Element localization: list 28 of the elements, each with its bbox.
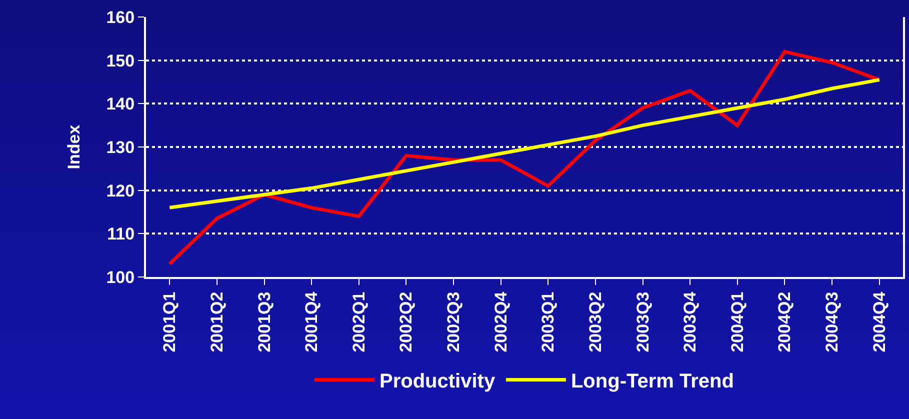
x-tick-label: 2002Q1 (349, 292, 368, 352)
y-axis-title: Index (64, 124, 84, 170)
legend-label: Productivity (380, 370, 496, 392)
x-tick-label: 2003Q2 (586, 292, 605, 352)
y-tick-label: 130 (106, 138, 135, 157)
y-tick-label: 110 (107, 224, 135, 244)
x-tick-label: 2001Q2 (207, 292, 226, 352)
y-tick-label: 120 (106, 181, 135, 200)
x-tick-label: 2003Q3 (633, 292, 652, 352)
x-tick-label: 2003Q4 (680, 291, 700, 352)
x-tick-label: 2004Q2 (775, 292, 794, 352)
x-tick-label: 2004Q3 (822, 292, 842, 352)
x-tick-label: 2004Q4 (870, 291, 889, 352)
x-tick-label: 2001Q1 (160, 292, 180, 352)
y-tick-label: 100 (106, 268, 135, 287)
line-series (168, 50, 882, 266)
y-tick-label: 150 (106, 51, 135, 70)
y-tick-label: 160 (106, 8, 135, 27)
legend-label: Long-Term Trend (570, 370, 734, 392)
x-tick-label: 2002Q3 (444, 292, 464, 352)
x-tick-label: 2002Q2 (396, 292, 416, 352)
x-tick-label: 2004Q1 (728, 292, 747, 352)
x-tick-label: 2001Q3 (254, 292, 274, 352)
line-series (168, 78, 882, 210)
x-tick-label: 2001Q4 (302, 291, 322, 352)
x-tick-label: 2002Q4 (491, 291, 510, 352)
x-tick-label: 2003Q1 (538, 292, 558, 352)
y-tick-label: 140 (106, 94, 135, 114)
